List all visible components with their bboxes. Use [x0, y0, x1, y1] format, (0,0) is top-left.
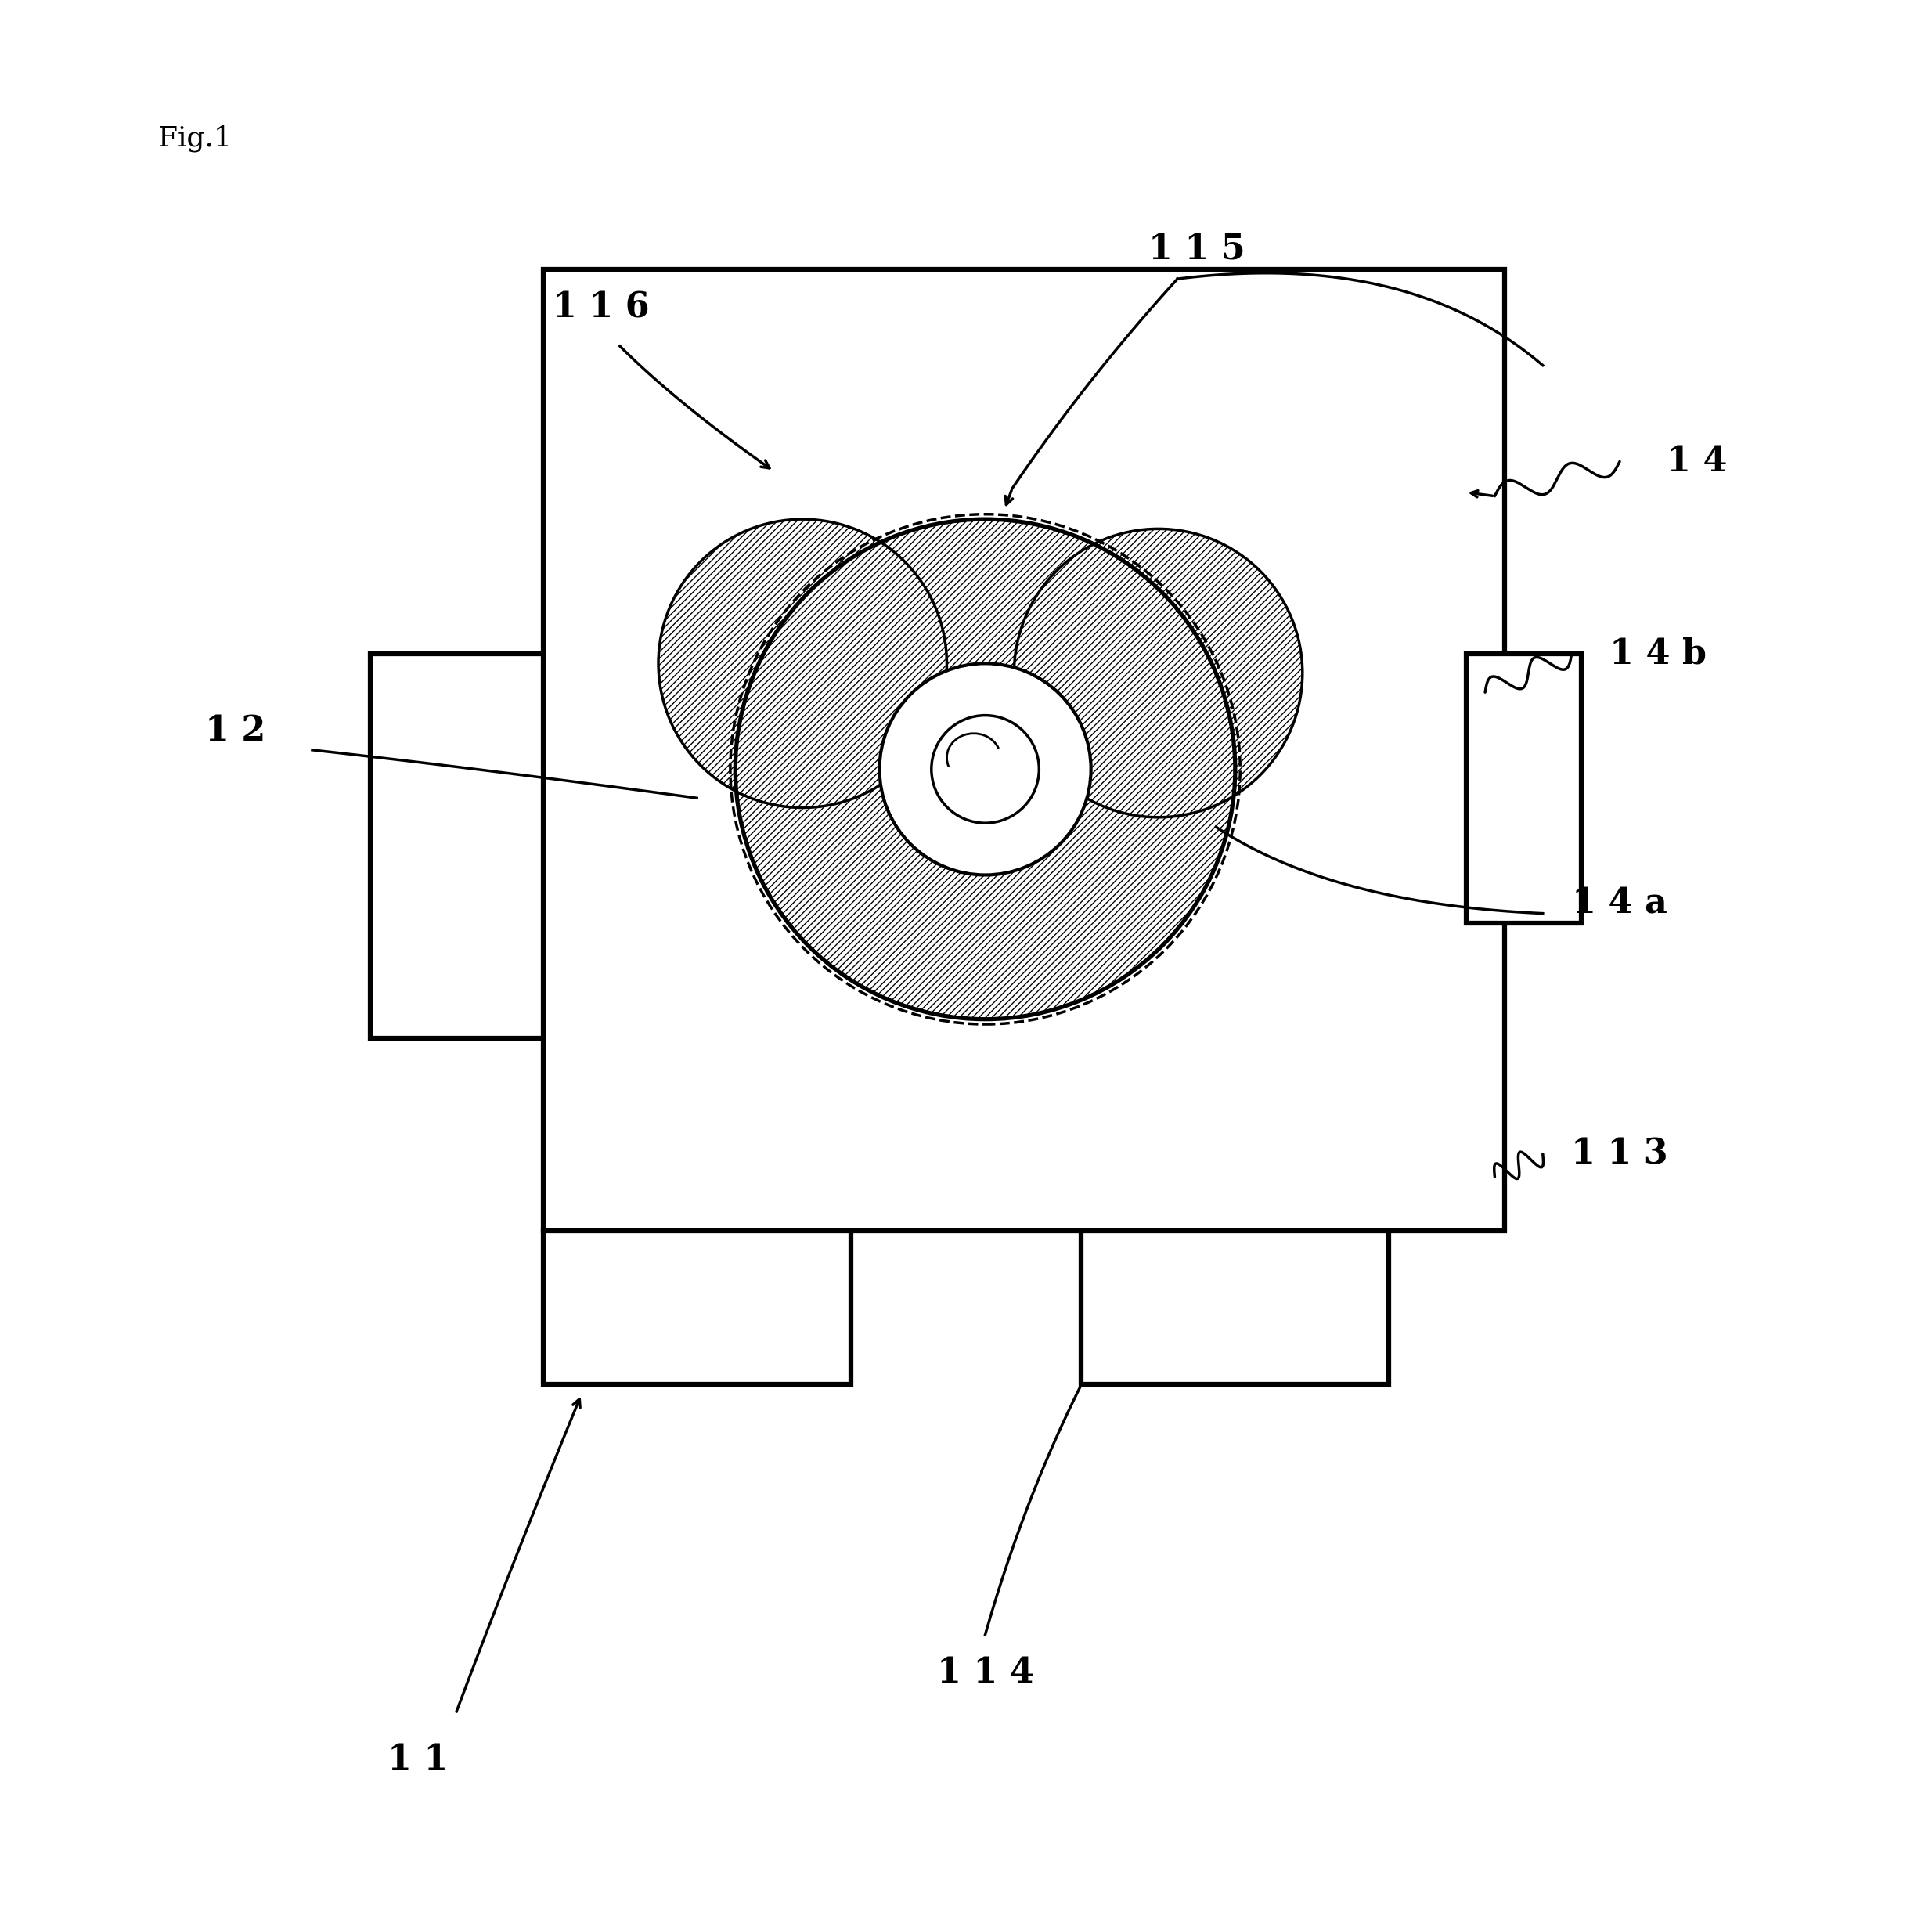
Bar [1082, 1231, 1389, 1385]
Circle shape [736, 519, 1235, 1019]
Bar [1466, 654, 1580, 923]
Bar [543, 1231, 850, 1385]
Text: 1 1 6: 1 1 6 [553, 290, 649, 325]
Text: 1 4 a: 1 4 a [1573, 887, 1667, 921]
Text: 1 2: 1 2 [205, 713, 267, 748]
Circle shape [659, 519, 947, 808]
Circle shape [931, 715, 1039, 823]
Text: 1 1 5: 1 1 5 [1148, 233, 1244, 267]
Text: 1 1: 1 1 [388, 1742, 448, 1777]
Text: 1 1 3: 1 1 3 [1571, 1136, 1667, 1171]
Bar [371, 654, 543, 1038]
Text: Fig.1: Fig.1 [158, 125, 232, 152]
Text: 1 4 b: 1 4 b [1609, 637, 1706, 671]
Circle shape [879, 663, 1092, 875]
Bar [543, 269, 1505, 1231]
Circle shape [1014, 529, 1302, 817]
Text: 1 1 4: 1 1 4 [937, 1656, 1034, 1690]
Text: 1 4: 1 4 [1665, 444, 1727, 479]
